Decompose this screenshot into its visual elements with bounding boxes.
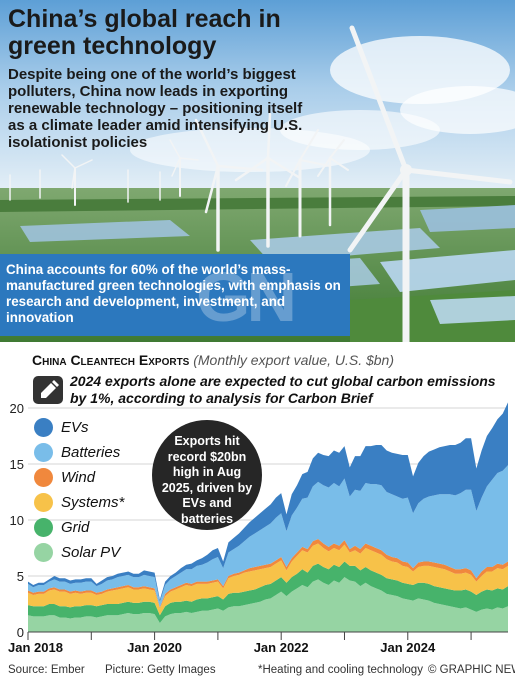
brand-credit: © GRAPHIC NEWS	[428, 664, 515, 676]
hero-photo: China’s global reach in green technology…	[0, 0, 515, 342]
area-batteries	[28, 465, 508, 608]
stacked-areas	[28, 402, 508, 632]
area-systems	[28, 543, 508, 616]
graphic-news-watermark: GN	[196, 258, 297, 336]
page-subtitle: Despite being one of the world’s biggest…	[8, 66, 303, 151]
axes: 0 5 10 15 20 Jan 2018 Jan 2020 Jan 2022 Jan 2024	[8, 401, 508, 655]
legend-label-grid: Grid	[61, 519, 90, 536]
legend-swatch-grid	[34, 518, 53, 537]
source-credit: Source: Ember	[8, 664, 85, 676]
legend-label-batteries: Batteries	[61, 444, 121, 461]
pencil-icon	[33, 376, 63, 404]
y-tick-label: 5	[17, 569, 24, 584]
chart-note: 2024 exports alone are expected to cut g…	[70, 373, 496, 406]
turbines	[9, 25, 513, 342]
chart-title-unit: (Monthly export value, U.S. $bn)	[193, 352, 394, 368]
legend-swatch-wind	[34, 468, 53, 487]
chart-title-main: China Cleantech Exports	[32, 352, 190, 368]
legend-label-systems: Systems*	[61, 494, 125, 511]
legend-label-solar: Solar PV	[61, 544, 121, 561]
cleantech-exports-chart: 0 5 10 15 20 Jan 2018 Jan 2020 Jan 2022 Jan 2024	[8, 401, 508, 655]
legend-label-evs: EVs	[61, 419, 89, 436]
y-tick-label: 10	[10, 513, 24, 528]
footnote: *Heating and cooling technology	[258, 664, 423, 676]
y-tick-label: 0	[17, 625, 24, 640]
area-grid	[28, 561, 508, 624]
x-tick-label: Jan 2018	[8, 640, 63, 655]
area-wind	[28, 539, 508, 609]
chart-title: China Cleantech Exports (Monthly export …	[32, 352, 394, 368]
x-tick-label: Jan 2024	[380, 640, 436, 655]
legend-swatch-evs	[34, 418, 53, 437]
callout-box: China accounts for 60% of the world’s ma…	[0, 254, 350, 336]
x-tick-label: Jan 2022	[254, 640, 309, 655]
y-tick-label: 15	[10, 457, 24, 472]
record-annotation-bubble: Exports hit record $20bn high in Aug 202…	[152, 420, 262, 530]
page-title: China’s global reach in green technology	[8, 5, 281, 60]
legend-swatch-solar	[34, 543, 53, 562]
legend-label-wind: Wind	[61, 469, 96, 486]
x-tick-label: Jan 2020	[127, 640, 182, 655]
y-tick-label: 20	[10, 401, 24, 416]
record-annotation-text: Exports hit record $20bn high in Aug 202…	[161, 434, 253, 526]
callout-text: China accounts for 60% of the world’s ma…	[6, 262, 341, 325]
area-solar	[28, 577, 508, 632]
legend-swatch-systems	[34, 493, 53, 512]
area-evs	[28, 402, 508, 602]
picture-credit: Picture: Getty Images	[105, 664, 216, 676]
legend-swatch-batteries	[34, 443, 53, 462]
